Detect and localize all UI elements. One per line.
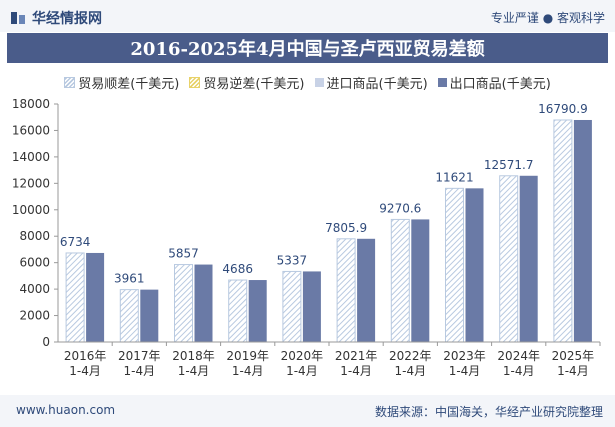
- bar-export: [357, 238, 376, 342]
- bar-chart: 0 2000 4000 6000 8000 10000 12000 14000 16000 180…: [12, 97, 601, 378]
- x-tick-label-line: 1-4月: [232, 364, 264, 378]
- bar-export: [573, 119, 592, 342]
- y-tick-label: 18000: [12, 97, 50, 111]
- bar-surplus: [553, 119, 573, 343]
- bar-export: [519, 175, 538, 342]
- bar-export: [465, 188, 484, 342]
- bar-surplus: [282, 270, 302, 343]
- bar-surplus: [65, 252, 85, 343]
- x-tick-label-line: 2017年: [118, 349, 161, 363]
- bar-surplus: [445, 187, 464, 343]
- y-axis: 0 2000 4000 6000 8000 10000 12000 14000 16000 180…: [12, 97, 59, 349]
- legend-label-surplus: 贸易顺差(千美元): [78, 76, 180, 92]
- legend-item-deficit: 贸易逆差(千美元): [189, 72, 305, 92]
- bar-export: [302, 271, 321, 342]
- x-tick-label-line: 2016年: [64, 349, 107, 363]
- y-tick-label: 12000: [12, 176, 50, 190]
- data-label: 4686: [222, 262, 253, 276]
- bar-export: [194, 264, 213, 342]
- bar-export: [140, 289, 159, 342]
- chart-legend: 贸易顺差(千美元) 贸易逆差(千美元) 进口商品(千美元) 出口商品(千美元): [0, 72, 615, 92]
- x-tick-label-line: 2021年: [335, 349, 378, 363]
- legend-item-export: 出口商品(千美元): [437, 72, 551, 92]
- x-tick-label: 2020年 1-4月: [281, 349, 324, 378]
- y-tick-label: 10000: [12, 203, 50, 217]
- bar-surplus: [390, 218, 410, 343]
- data-label: 9270.6: [379, 201, 421, 215]
- x-tick-label-line: 2023年: [443, 349, 486, 363]
- x-tick-label: 2019年 1-4月: [226, 349, 269, 378]
- header-bar: 华经情报网 专业严谨 ● 客观科学: [0, 0, 615, 32]
- x-tick-label: 2017年 1-4月: [118, 349, 161, 378]
- legend-swatch-import: [314, 77, 324, 87]
- legend-swatch-surplus: [64, 76, 76, 88]
- x-tick-label-line: 2019年: [226, 349, 269, 363]
- footer-source: 数据来源：中国海关，华经产业研究院整理: [374, 405, 603, 419]
- data-label: 16790.9: [538, 102, 588, 116]
- legend-label-import: 进口商品(千美元): [326, 76, 428, 92]
- x-tick-label-line: 1-4月: [69, 364, 101, 378]
- y-tick-label: 2000: [19, 309, 50, 323]
- legend-label-export: 出口商品(千美元): [449, 76, 551, 92]
- x-tick-label: 2023年 1-4月: [443, 349, 486, 378]
- x-tick-label-line: 1-4月: [178, 364, 210, 378]
- legend-swatch-export: [437, 77, 447, 87]
- bar-export: [86, 252, 105, 342]
- x-tick-label-line: 2022年: [389, 349, 432, 363]
- x-tick-label: 2022年 1-4月: [389, 349, 432, 378]
- x-tick-label-line: 2024年: [497, 349, 540, 363]
- y-tick-label: 6000: [19, 256, 50, 270]
- brand-logo-icon: [10, 10, 26, 26]
- x-tick-label-line: 2018年: [172, 349, 215, 363]
- x-tick-label-line: 1-4月: [123, 364, 155, 378]
- data-label: 3961: [114, 272, 145, 286]
- y-tick-label: 14000: [12, 150, 50, 164]
- y-tick-label: 16000: [12, 123, 50, 137]
- x-tick-label-line: 1-4月: [503, 364, 535, 378]
- data-label: 5857: [168, 247, 199, 261]
- bar-surplus: [499, 175, 519, 343]
- data-label: 11621: [435, 170, 473, 184]
- x-tick-label: 2016年 1-4月: [64, 349, 107, 378]
- x-tick-label-line: 2025年: [552, 349, 595, 363]
- x-tick-label: 2024年 1-4月: [497, 349, 540, 378]
- bar-surplus: [119, 289, 139, 343]
- x-tick-label: 2021年 1-4月: [335, 349, 378, 378]
- bar-surplus: [228, 279, 248, 343]
- bar-export: [411, 219, 430, 342]
- data-label: 5337: [277, 253, 308, 267]
- brand-name: 华经情报网: [32, 11, 102, 27]
- bar-export: [248, 280, 267, 342]
- x-tick-label-line: 1-4月: [557, 364, 589, 378]
- legend-item-import: 进口商品(千美元): [314, 72, 428, 92]
- legend-label-deficit: 贸易逆差(千美元): [203, 76, 305, 92]
- data-label: 6734: [60, 235, 91, 249]
- bar-surplus: [336, 238, 356, 343]
- x-tick-label-line: 2020年: [281, 349, 324, 363]
- brand-logo[interactable]: 华经情报网: [10, 8, 102, 28]
- x-tick-label-line: 1-4月: [449, 364, 481, 378]
- bars: 6734 3961 5857 4686 5337 7805.9 9270.6 11621 125…: [60, 102, 592, 343]
- x-tick-label-line: 1-4月: [394, 364, 426, 378]
- bar-surplus: [174, 264, 193, 343]
- data-label: 12571.7: [484, 158, 534, 172]
- x-tick-label-line: 1-4月: [286, 364, 318, 378]
- slogan: 专业严谨 ● 客观科学: [490, 11, 605, 25]
- y-tick-label: 4000: [19, 282, 50, 296]
- footer-url[interactable]: www.huaon.com: [16, 403, 116, 417]
- x-tick-label-line: 1-4月: [340, 364, 372, 378]
- x-tick-label: 2025年 1-4月: [552, 349, 595, 378]
- x-tick-label: 2018年 1-4月: [172, 349, 215, 378]
- footer-bar: www.huaon.com 数据来源：中国海关，华经产业研究院整理: [0, 395, 615, 427]
- y-tick-label: 0: [42, 335, 50, 349]
- legend-item-surplus: 贸易顺差(千美元): [64, 72, 179, 92]
- chart-title: 2016-2025年4月中国与圣卢西亚贸易差额: [7, 33, 608, 63]
- y-tick-label: 8000: [19, 229, 50, 243]
- data-label: 7805.9: [325, 221, 367, 235]
- legend-swatch-deficit: [189, 76, 201, 88]
